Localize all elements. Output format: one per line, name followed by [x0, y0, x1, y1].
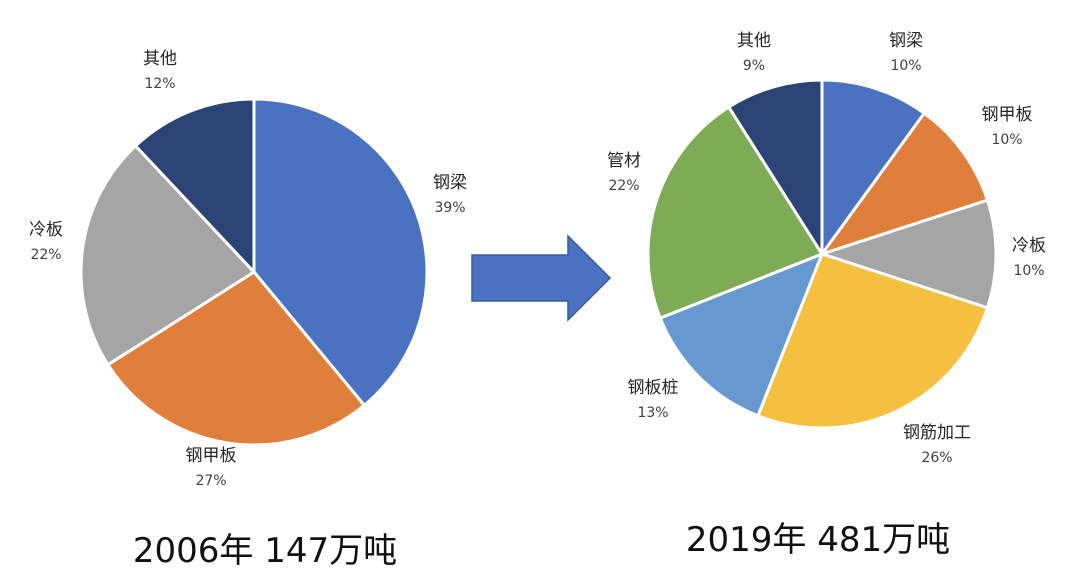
pie-2006-slice-label-1: 钢甲板: [186, 446, 237, 466]
pie-2019-slice-label-6: 其他: [737, 31, 771, 51]
pie-2006-slice-label-3: 其他: [143, 49, 177, 69]
pie-2019-slice-value-2: 10%: [1013, 263, 1044, 279]
pie-2019-slice-value-5: 22%: [608, 178, 639, 194]
pie-2019-slice-4: [658, 252, 824, 418]
pie-2006-slice-0: [252, 97, 429, 407]
pie-2006-slice-value-2: 22%: [30, 247, 61, 263]
pie-2019-slice-value-4: 13%: [637, 405, 668, 421]
pie-2006-slice-3: [134, 97, 256, 274]
pie-chart-2006: 钢梁 39% 钢甲板 27% 冷板 22% 其他 12%: [29, 49, 467, 489]
pie-2006-slice-label-0: 钢梁: [433, 173, 467, 193]
pie-2019-slice-value-0: 10%: [890, 58, 921, 74]
pie-2019-slice-label-0: 钢梁: [889, 31, 923, 51]
pie-2006-slice-1: [106, 270, 366, 447]
pie-2019-slice-label-4: 钢板桩: [628, 378, 679, 398]
pie-2006-slice-value-3: 12%: [144, 76, 175, 92]
pie-2006-slice-label-2: 冷板: [29, 220, 63, 240]
pie-2019-slice-label-5: 管材: [607, 151, 641, 171]
pie-2019-slice-0: [820, 78, 926, 256]
pie-2019-slice-5: [646, 105, 824, 320]
pie-2006-slice-value-1: 27%: [195, 473, 226, 489]
pie-2019-slice-label-1: 钢甲板: [982, 105, 1033, 125]
pie-2019-slice-label-3: 钢筋加工: [903, 423, 971, 443]
pie-2019-title: 2019年 481万吨: [686, 520, 950, 560]
pie-2019-slice-6: [727, 78, 824, 256]
pie-2019-slice-value-3: 26%: [921, 450, 952, 466]
pie-2006-slice-value-0: 39%: [434, 200, 465, 216]
right-arrow-icon: [471, 234, 612, 322]
pie-2019-slice-1: [820, 111, 989, 256]
pie-chart-2019: 钢梁 10% 钢甲板 10% 冷板 10% 钢筋加工 26% 钢板桩 13% 管材 22% 其他 9%: [607, 31, 1046, 466]
pie-2006-title: 2006年 147万吨: [133, 531, 397, 571]
pie-2019-slice-value-1: 10%: [991, 132, 1022, 148]
pie-2019-slice-value-6: 9%: [743, 58, 765, 74]
pie-2019-slice-label-2: 冷板: [1012, 236, 1046, 256]
pie-2019-slice-3: [756, 252, 989, 430]
pie-2019-slice-2: [820, 198, 998, 310]
pie-2006-slice-2: [79, 144, 256, 367]
